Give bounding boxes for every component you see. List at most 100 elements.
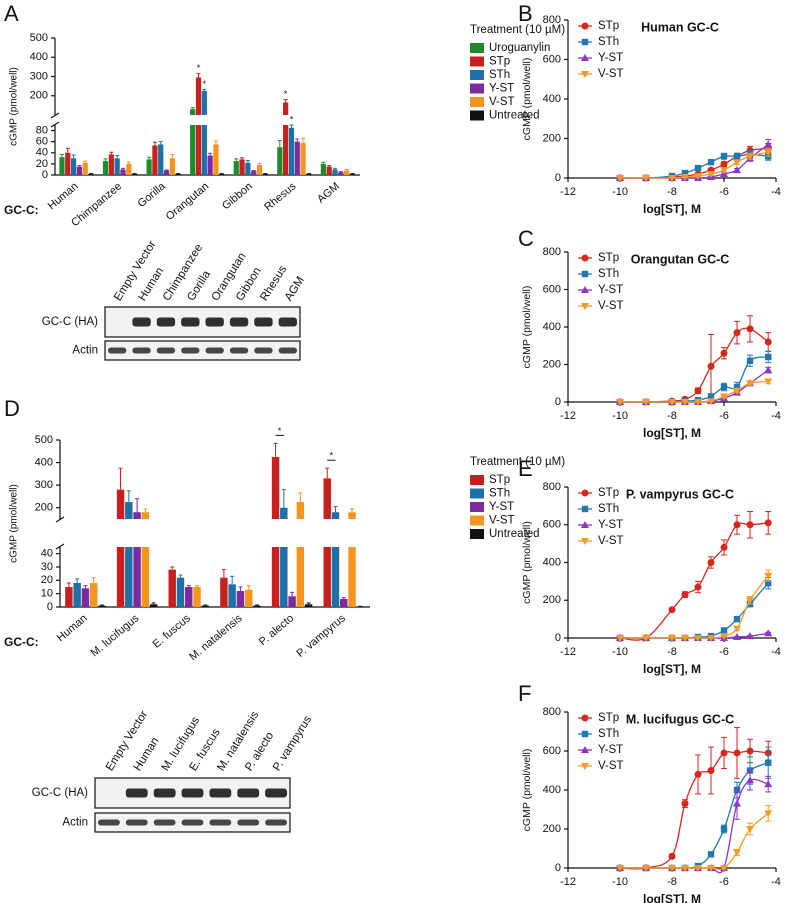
bar [277, 147, 283, 175]
legend-marker [581, 538, 589, 545]
axis-break [50, 121, 60, 128]
significance-label: * [278, 426, 282, 436]
bar [169, 158, 175, 175]
fit-curve [620, 762, 769, 869]
bar [70, 158, 77, 175]
legend-label: STh [489, 488, 510, 500]
bar [294, 141, 300, 175]
point [733, 849, 741, 857]
blot-band [132, 347, 151, 354]
bar [207, 155, 213, 175]
bar [338, 172, 344, 175]
y-tick-label: 500 [30, 32, 48, 44]
legend-swatch [470, 43, 484, 53]
point [746, 826, 754, 833]
category-axis-label: GC-C: [4, 635, 39, 649]
bar [141, 547, 150, 607]
x-axis-label: log[ST], M [643, 662, 701, 676]
bar [98, 605, 106, 607]
legend-label: STp [598, 20, 619, 32]
point [707, 767, 715, 774]
fit-curve [619, 522, 769, 641]
legend-swatch [470, 502, 484, 512]
bar [195, 125, 202, 175]
x-tick-label: -8 [667, 646, 677, 658]
y-tick-label: 400 [30, 51, 48, 63]
legend-marker [581, 38, 589, 46]
blot-row-label: Actin [72, 345, 98, 357]
point [681, 591, 689, 599]
fit-curve [620, 151, 769, 179]
y-tick-label: 60 [36, 136, 48, 148]
x-tick-label: AGM [315, 180, 342, 205]
legend-swatch [470, 515, 484, 526]
point [642, 865, 650, 872]
point [720, 160, 728, 168]
y-tick-label: 600 [543, 53, 561, 65]
bar [236, 591, 245, 607]
bar [65, 587, 73, 607]
blot-band [205, 347, 224, 354]
y-tick-label: 400 [543, 784, 561, 796]
x-tick-label: -8 [667, 410, 677, 422]
bar [89, 583, 98, 607]
bar [65, 152, 71, 175]
panel-letter: D [4, 396, 20, 421]
point [707, 635, 715, 642]
legend-label: STh [598, 36, 619, 48]
x-tick-label: -4 [771, 646, 781, 658]
bar [304, 604, 313, 607]
fit-curve [619, 582, 769, 639]
significance-label: * [330, 451, 334, 461]
bar-upper [141, 512, 150, 519]
point [764, 149, 773, 157]
lane-label: Human [132, 735, 162, 773]
legend-title: Treatment (10 µM) [470, 24, 565, 36]
legend-marker [581, 763, 589, 770]
point [707, 393, 715, 400]
fit-curve [619, 153, 769, 179]
point [764, 519, 772, 527]
point [720, 543, 728, 551]
blot-band [265, 788, 287, 798]
bar [332, 169, 338, 175]
y-tick-label: 200 [543, 823, 561, 835]
legend-marker [581, 489, 589, 497]
fit-curve [619, 327, 769, 403]
bar [288, 127, 295, 175]
bar [288, 596, 296, 607]
legend-swatch [470, 488, 484, 499]
axis-break [55, 516, 65, 523]
legend-swatch [470, 110, 484, 121]
blot-band [278, 317, 297, 327]
x-tick-label: Human [46, 180, 81, 212]
y-tick-label: 300 [30, 70, 48, 82]
bar [271, 547, 280, 607]
point [764, 366, 773, 374]
y-tick-label: 600 [543, 519, 561, 531]
x-tick-label: -10 [612, 410, 628, 422]
bar [220, 577, 228, 607]
bar [239, 159, 245, 175]
significance-label: * [197, 63, 201, 73]
chart-title: Human GC-C [641, 20, 719, 34]
legend-marker [581, 286, 589, 293]
axis-break [55, 543, 65, 550]
bar-upper [125, 502, 133, 519]
y-tick-label: 0 [42, 169, 48, 181]
bar [344, 170, 350, 175]
y-tick-label: 20 [41, 574, 53, 586]
point [733, 387, 741, 395]
legend-label: Y-ST [489, 501, 514, 513]
point [733, 799, 741, 807]
significance-label: * [290, 114, 294, 124]
point [746, 747, 754, 755]
x-tick-label: -10 [612, 186, 628, 198]
bar-upper [195, 77, 202, 115]
panel-letter: B [518, 1, 533, 26]
blot-band [205, 317, 224, 327]
y-tick-label: 200 [35, 502, 53, 514]
x-tick-label: -4 [771, 410, 781, 422]
point [616, 635, 624, 642]
x-axis-label: log[ST], M [643, 202, 701, 216]
